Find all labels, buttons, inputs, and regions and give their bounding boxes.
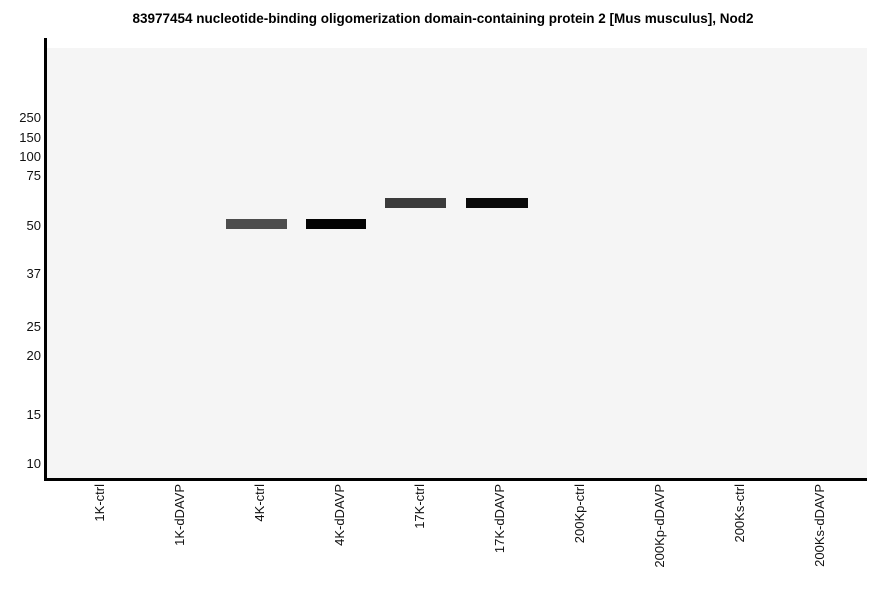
band-17K-ctrl	[385, 198, 446, 208]
lane-label-4K-ctrl: 4K-ctrl	[252, 484, 267, 522]
blot-plot-area	[47, 48, 867, 478]
y-tick-label-10: 10	[26, 456, 41, 471]
lane-label-200Kp-dDAVP: 200Kp-dDAVP	[652, 484, 667, 568]
y-tick-label-20: 20	[26, 348, 41, 363]
band-17K-dDAVP	[466, 198, 528, 208]
y-tick-label-100: 100	[19, 149, 41, 164]
y-tick-label-50: 50	[26, 218, 41, 233]
y-tick-label-15: 15	[26, 407, 41, 422]
figure-title: 83977454 nucleotide-binding oligomerizat…	[132, 11, 754, 26]
lane-label-200Kp-ctrl: 200Kp-ctrl	[572, 484, 587, 544]
lane-label-17K-ctrl: 17K-ctrl	[412, 484, 427, 529]
y-axis-line	[44, 38, 47, 481]
y-tick-label-25: 25	[26, 319, 41, 334]
y-tick-label-250: 250	[19, 110, 41, 125]
lane-label-17K-dDAVP: 17K-dDAVP	[492, 484, 507, 554]
lane-label-4K-dDAVP: 4K-dDAVP	[332, 484, 347, 546]
y-tick-label-37: 37	[26, 266, 41, 281]
lane-label-200Ks-ctrl: 200Ks-ctrl	[732, 484, 747, 543]
lane-label-1K-ctrl: 1K-ctrl	[92, 484, 107, 522]
band-4K-dDAVP	[306, 219, 366, 229]
band-4K-ctrl	[226, 219, 287, 229]
lane-label-200Ks-dDAVP: 200Ks-dDAVP	[812, 484, 827, 567]
y-tick-label-75: 75	[26, 168, 41, 183]
lane-label-1K-dDAVP: 1K-dDAVP	[172, 484, 187, 546]
y-tick-label-150: 150	[19, 130, 41, 145]
x-axis-line	[44, 478, 867, 481]
